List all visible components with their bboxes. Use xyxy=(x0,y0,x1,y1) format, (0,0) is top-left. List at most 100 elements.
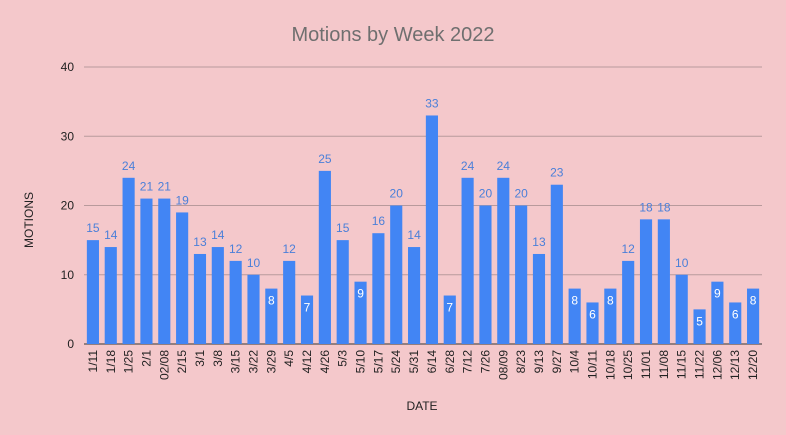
x-tick-label: 4/26 xyxy=(318,350,332,374)
value-label: 18 xyxy=(639,200,653,214)
value-label: 8 xyxy=(268,294,275,308)
x-tick-label: 2/15 xyxy=(175,350,189,374)
bar xyxy=(390,205,403,344)
value-label: 10 xyxy=(247,256,261,270)
value-label: 9 xyxy=(714,287,721,301)
bar xyxy=(586,302,599,344)
x-tick-label: 1/11 xyxy=(86,350,100,373)
bar xyxy=(443,295,456,344)
value-label: 33 xyxy=(425,96,439,110)
chart-title: Motions by Week 2022 xyxy=(291,24,494,46)
x-tick-label: 12/06 xyxy=(710,350,724,380)
bar xyxy=(372,233,385,344)
value-label: 15 xyxy=(336,221,350,235)
bar xyxy=(265,288,278,344)
bar xyxy=(318,170,331,344)
bar xyxy=(639,219,653,344)
x-tick-label: 3/29 xyxy=(264,350,278,374)
bar xyxy=(515,205,528,344)
bar xyxy=(354,281,367,344)
value-label: 16 xyxy=(372,214,386,228)
bar xyxy=(729,302,742,344)
bar xyxy=(300,295,314,344)
y-tick-label: 0 xyxy=(67,337,74,351)
y-tick-label: 40 xyxy=(61,60,75,74)
bar xyxy=(176,212,189,344)
bar xyxy=(122,177,135,344)
bar xyxy=(657,219,670,344)
bar xyxy=(86,240,99,344)
value-label: 24 xyxy=(497,159,511,173)
value-label: 8 xyxy=(607,294,614,308)
x-tick-label: 6/28 xyxy=(443,350,457,374)
x-tick-label: 9/27 xyxy=(550,350,564,374)
bar xyxy=(622,260,635,344)
x-tick-label: 02/08 xyxy=(157,350,171,380)
value-label: 7 xyxy=(446,301,453,315)
y-axis-ticks: 0 10 20 30 40 xyxy=(61,60,75,351)
value-label: 14 xyxy=(407,228,421,242)
bar xyxy=(140,198,153,344)
x-tick-label: 5/17 xyxy=(371,350,385,374)
bar xyxy=(283,260,296,344)
bar xyxy=(675,274,688,344)
x-tick-label: 3/22 xyxy=(247,350,261,374)
x-tick-label: 10/25 xyxy=(621,350,635,380)
bar xyxy=(479,205,492,344)
x-tick-label: 11/22 xyxy=(693,350,707,379)
value-label: 12 xyxy=(622,242,636,256)
bar xyxy=(247,274,260,344)
x-tick-label: 8/23 xyxy=(514,350,528,374)
x-tick-label: 3/1 xyxy=(193,350,207,367)
x-tick-label: 11/15 xyxy=(675,350,689,379)
y-tick-label: 30 xyxy=(61,129,75,143)
x-tick-label: 10/4 xyxy=(568,350,582,374)
bar xyxy=(425,115,438,344)
x-tick-label: 7/26 xyxy=(478,350,492,374)
value-label: 6 xyxy=(589,307,596,321)
x-tick-label: 11/01 xyxy=(639,350,653,379)
value-label: 24 xyxy=(122,159,136,173)
x-tick-label: 12/13 xyxy=(728,350,742,380)
value-label: 14 xyxy=(211,228,225,242)
x-tick-label: 5/3 xyxy=(336,350,350,367)
x-tick-label: 3/8 xyxy=(211,350,225,367)
bar xyxy=(229,260,242,344)
bar xyxy=(336,240,349,344)
bar xyxy=(568,288,581,344)
y-axis-title: MOTIONS xyxy=(22,192,36,248)
x-tick-label: 08/09 xyxy=(496,350,510,380)
bar xyxy=(104,247,117,344)
value-label: 15 xyxy=(86,221,100,235)
bar xyxy=(158,198,171,344)
bar xyxy=(461,177,474,344)
value-label: 6 xyxy=(732,307,739,321)
bar xyxy=(550,184,563,344)
value-label: 20 xyxy=(514,187,528,201)
x-tick-label: 6/14 xyxy=(425,350,439,374)
y-tick-label: 10 xyxy=(61,268,75,282)
y-tick-label: 20 xyxy=(61,199,75,213)
value-label: 25 xyxy=(318,152,332,166)
x-tick-label: 4/5 xyxy=(282,350,296,367)
value-label: 10 xyxy=(675,256,689,270)
value-label: 7 xyxy=(304,301,311,315)
bar xyxy=(604,288,617,344)
value-label: 12 xyxy=(283,242,297,256)
value-label: 5 xyxy=(696,314,703,328)
value-label: 21 xyxy=(158,180,172,194)
x-tick-label: 10/11 xyxy=(586,350,600,379)
value-label: 21 xyxy=(140,180,154,194)
value-label: 23 xyxy=(550,166,564,180)
value-label: 20 xyxy=(479,187,493,201)
bars xyxy=(86,115,760,344)
x-tick-label: 10/18 xyxy=(603,350,617,380)
bar xyxy=(747,288,760,344)
value-label: 8 xyxy=(571,294,578,308)
bar xyxy=(193,253,207,344)
x-axis-title: DATE xyxy=(406,399,437,413)
x-tick-label: 3/15 xyxy=(229,350,243,374)
value-label: 12 xyxy=(229,242,243,256)
